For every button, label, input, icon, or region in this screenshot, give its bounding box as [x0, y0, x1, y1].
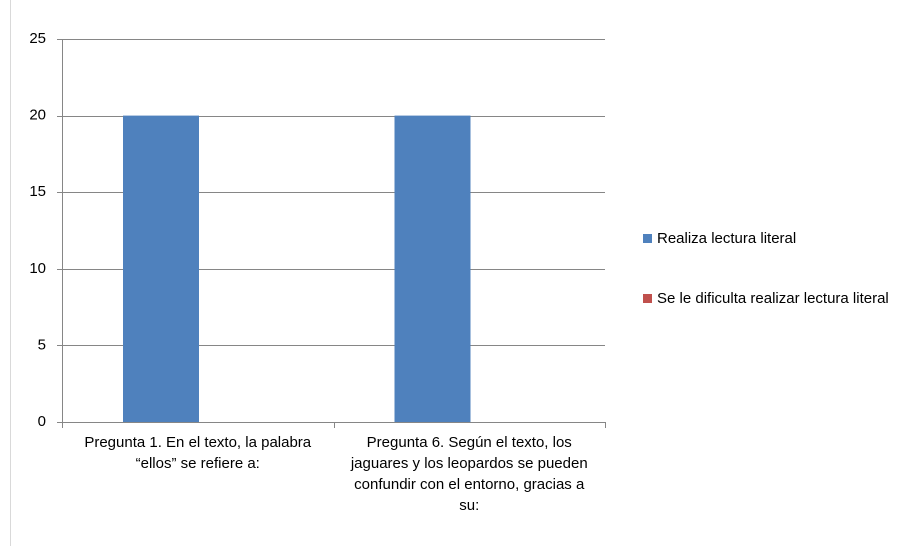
legend-label: Realiza lectura literal [657, 230, 797, 247]
x-tick-label: Pregunta 1. En el texto, la palabra “ell… [84, 434, 312, 472]
x-tick-label: Pregunta 6. Según el texto, los jaguares… [350, 434, 588, 514]
y-tick-label: 20 [29, 107, 46, 124]
chart-border [10, 0, 920, 546]
legend-swatch [643, 234, 652, 243]
y-tick-label: 25 [29, 30, 46, 47]
legend-swatch [643, 294, 652, 303]
bar [123, 115, 199, 422]
legend-item: Se le dificulta realizar lectura literal [643, 288, 913, 309]
y-tick-label: 5 [38, 336, 46, 353]
bar [394, 115, 471, 422]
legend-item: Realiza lectura literal [643, 228, 913, 249]
y-tick-label: 15 [29, 183, 46, 200]
legend-label: Se le dificulta realizar lectura literal [657, 290, 889, 307]
y-tick-label: 10 [29, 260, 46, 277]
y-tick-label: 0 [38, 413, 46, 430]
